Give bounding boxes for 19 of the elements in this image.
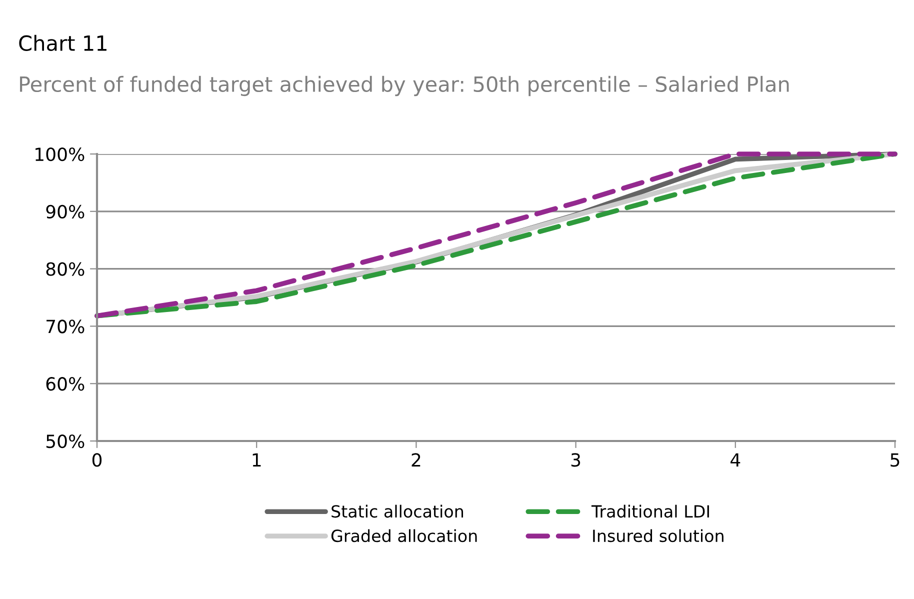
legend-label: Insured solution: [593, 529, 724, 542]
y-tick-label: 50%: [46, 434, 84, 448]
line-series: [94, 152, 898, 318]
y-tick-label: 90%: [46, 204, 84, 219]
legend-label: Static allocation: [332, 504, 464, 518]
y-tick-label: 100%: [36, 147, 84, 162]
legend-label: Graded allocation: [331, 529, 477, 542]
chart-title: Chart 11: [19, 34, 106, 52]
chart-subtitle: Percent of funded target achieved by year: 50th percentile – Salaried Plan: [20, 76, 789, 96]
y-tick-label: 60%: [46, 377, 84, 391]
x-tick-label: 4: [730, 453, 740, 467]
x-tick-label: 2: [412, 453, 420, 467]
x-tick-label: 1: [252, 453, 261, 467]
x-tick-label: 3: [571, 453, 580, 467]
y-tick-label: 80%: [46, 262, 84, 276]
legend-label: Traditional LDI: [591, 504, 709, 518]
x-tick-label: 5: [890, 453, 900, 467]
x-tick-label: 0: [92, 453, 102, 467]
y-tick-label: 70%: [46, 320, 84, 334]
